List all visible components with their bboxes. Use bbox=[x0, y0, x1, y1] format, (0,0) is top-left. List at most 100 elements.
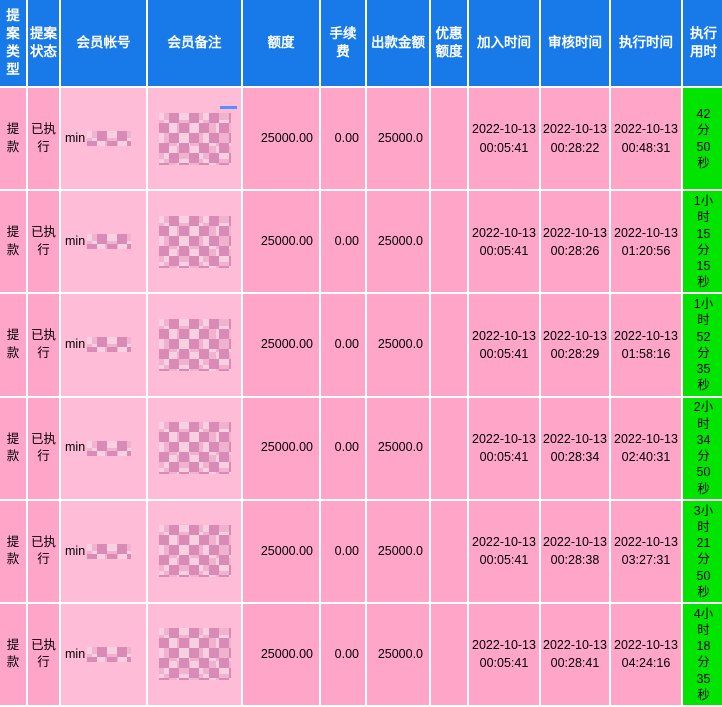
account-prefix: min bbox=[65, 440, 86, 455]
cell-proposal-type: 提款 bbox=[0, 294, 28, 398]
header-cell-fee: 手续费 bbox=[321, 0, 367, 88]
cell-amount: 25000.00 bbox=[243, 191, 321, 295]
cell-join-time: 2022-10-13 00:05:41 bbox=[469, 603, 541, 707]
cell-fee: 0.00 bbox=[321, 294, 367, 398]
header-cell-remark: 会员备注 bbox=[148, 0, 243, 88]
cell-member-account: min bbox=[61, 294, 148, 398]
table-row: 提款 已执行 min 25000.00 0.00 25000.0 2022-10… bbox=[0, 397, 722, 501]
cell-payout-amount: 25000.0 bbox=[367, 500, 431, 604]
header-cell-account: 会员帐号 bbox=[61, 0, 148, 88]
cell-payout-amount: 25000.0 bbox=[367, 88, 431, 192]
cell-fee: 0.00 bbox=[321, 397, 367, 501]
account-prefix: min bbox=[65, 543, 86, 558]
header-cell-status: 提案状态 bbox=[28, 0, 61, 88]
cell-exec-duration: 42分50秒 bbox=[683, 88, 722, 192]
censored-remark-block bbox=[158, 105, 237, 165]
cell-fee: 0.00 bbox=[321, 500, 367, 604]
cell-payout-amount: 25000.0 bbox=[367, 191, 431, 295]
header-row: 提案类型 提案状态 会员帐号 会员备注 额度 手续费 出款金额 优惠额度 加入时间 审核时间 执行时… bbox=[0, 0, 722, 88]
censored-remark-block bbox=[158, 628, 231, 681]
header-cell-join: 加入时间 bbox=[469, 0, 541, 88]
cell-amount: 25000.00 bbox=[243, 397, 321, 501]
cell-join-time: 2022-10-13 00:05:41 bbox=[469, 500, 541, 604]
cell-member-account: min bbox=[61, 603, 148, 707]
cell-exec-duration: 1小时52分35秒 bbox=[683, 294, 722, 398]
cell-fee: 0.00 bbox=[321, 191, 367, 295]
cell-member-account: min bbox=[61, 191, 148, 295]
table-body: 提款 已执行 min 25000.00 0.00 25000.0 2022-10… bbox=[0, 88, 722, 707]
account-prefix: min bbox=[65, 234, 86, 248]
table-row: 提款 已执行 min 25000.00 0.00 25000.0 2022-10… bbox=[0, 294, 722, 398]
cell-proposal-type: 提款 bbox=[0, 500, 28, 604]
header-cell-amount: 额度 bbox=[243, 0, 321, 88]
cell-exec-time: 2022-10-13 03:27:31 bbox=[611, 500, 683, 604]
cell-bonus-amount bbox=[431, 191, 469, 295]
cell-proposal-status: 已执行 bbox=[28, 191, 61, 295]
cell-exec-time: 2022-10-13 02:40:31 bbox=[611, 397, 683, 501]
cell-review-time: 2022-10-13 00:28:38 bbox=[541, 500, 611, 604]
cell-bonus-amount bbox=[431, 603, 469, 707]
cell-proposal-type: 提款 bbox=[0, 191, 28, 295]
cell-exec-time: 2022-10-13 00:48:31 bbox=[611, 88, 683, 192]
cell-member-remark bbox=[148, 294, 243, 398]
cell-member-remark bbox=[148, 603, 243, 707]
header-cell-bonus: 优惠额度 bbox=[431, 0, 469, 88]
cell-exec-duration: 4小时18分35秒 bbox=[683, 603, 722, 707]
cell-exec-duration: 3小时21分50秒 bbox=[683, 500, 722, 604]
table-row: 提款 已执行 min 25000.00 0.00 25000.0 2022-10… bbox=[0, 191, 722, 295]
cell-fee: 0.00 bbox=[321, 603, 367, 707]
table-row: 提款 已执行 min 25000.00 0.00 25000.0 2022-10… bbox=[0, 603, 722, 707]
account-prefix: min bbox=[65, 130, 86, 145]
cell-join-time: 2022-10-13 00:05:41 bbox=[469, 397, 541, 501]
cell-member-remark bbox=[148, 397, 243, 501]
cell-proposal-type: 提款 bbox=[0, 397, 28, 501]
censored-account-block bbox=[87, 337, 132, 353]
cell-proposal-type: 提款 bbox=[0, 88, 28, 192]
cell-review-time: 2022-10-13 00:28:26 bbox=[541, 191, 611, 295]
cell-review-time: 2022-10-13 00:28:34 bbox=[541, 397, 611, 501]
cell-member-account: min bbox=[61, 88, 148, 192]
cell-amount: 25000.00 bbox=[243, 603, 321, 707]
cell-join-time: 2022-10-13 00:05:41 bbox=[469, 191, 541, 295]
header-cell-exec: 执行时间 bbox=[611, 0, 683, 88]
cell-proposal-status: 已执行 bbox=[28, 294, 61, 398]
cell-member-remark bbox=[148, 88, 243, 192]
censored-remark-block bbox=[158, 318, 231, 371]
cell-member-account: min bbox=[61, 500, 148, 604]
cell-payout-amount: 25000.0 bbox=[367, 603, 431, 707]
header-cell-type: 提案类型 bbox=[0, 0, 28, 88]
cell-amount: 25000.00 bbox=[243, 88, 321, 192]
cell-exec-time: 2022-10-13 01:20:56 bbox=[611, 191, 683, 295]
cell-exec-time: 2022-10-13 01:58:16 bbox=[611, 294, 683, 398]
censored-account-block bbox=[87, 543, 132, 559]
cell-bonus-amount bbox=[431, 88, 469, 192]
cell-bonus-amount bbox=[431, 500, 469, 604]
censored-account-block bbox=[87, 646, 132, 662]
cell-member-remark bbox=[148, 191, 243, 295]
censored-remark-block bbox=[158, 422, 231, 475]
cell-bonus-amount bbox=[431, 294, 469, 398]
cell-exec-duration: 1小时15分15秒 bbox=[683, 191, 722, 295]
cell-review-time: 2022-10-13 00:28:41 bbox=[541, 603, 611, 707]
censored-account-block bbox=[87, 131, 132, 147]
cell-member-account: min bbox=[61, 397, 148, 501]
cell-bonus-amount bbox=[431, 397, 469, 501]
table-row: 提款 已执行 min 25000.00 0.00 25000.0 2022-10… bbox=[0, 500, 722, 604]
header-cell-payout: 出款金额 bbox=[367, 0, 431, 88]
cell-proposal-status: 已执行 bbox=[28, 500, 61, 604]
cell-payout-amount: 25000.0 bbox=[367, 294, 431, 398]
cell-proposal-type: 提款 bbox=[0, 603, 28, 707]
header-cell-review: 审核时间 bbox=[541, 0, 611, 88]
censored-remark-block bbox=[158, 215, 231, 268]
cell-join-time: 2022-10-13 00:05:41 bbox=[469, 294, 541, 398]
cell-amount: 25000.00 bbox=[243, 500, 321, 604]
cell-payout-amount: 25000.0 bbox=[367, 397, 431, 501]
table-row: 提款 已执行 min 25000.00 0.00 25000.0 2022-10… bbox=[0, 88, 722, 192]
censored-account-block bbox=[87, 234, 132, 250]
cell-exec-duration: 2小时34分50秒 bbox=[683, 397, 722, 501]
cell-fee: 0.00 bbox=[321, 88, 367, 192]
cell-review-time: 2022-10-13 00:28:29 bbox=[541, 294, 611, 398]
cell-exec-time: 2022-10-13 04:24:16 bbox=[611, 603, 683, 707]
cell-member-remark bbox=[148, 500, 243, 604]
cell-review-time: 2022-10-13 00:28:22 bbox=[541, 88, 611, 192]
